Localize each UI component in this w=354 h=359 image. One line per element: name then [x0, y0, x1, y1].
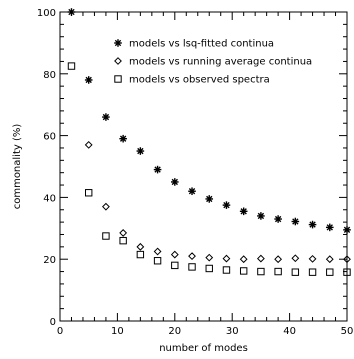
square-point [274, 267, 282, 276]
square-point [171, 261, 179, 270]
y-tick-label: 0 [50, 317, 56, 328]
square-point [257, 267, 265, 276]
diamond-point [239, 255, 248, 264]
y-tick-label: 20 [43, 255, 56, 266]
x-axis-label: number of modes [159, 343, 248, 354]
diamond-point [343, 255, 351, 264]
square-point [222, 266, 231, 274]
diamond-point [222, 254, 231, 263]
asterisk-point [84, 76, 93, 84]
x-tick-label: 40 [283, 326, 296, 337]
diamond-point [308, 254, 317, 263]
asterisk-point [102, 113, 110, 121]
asterisk-point [188, 187, 196, 196]
asterisk-point [67, 8, 76, 16]
diamond-point [102, 202, 110, 211]
square-point [239, 267, 248, 275]
series-diamond [84, 140, 351, 264]
plot-frame [59, 11, 348, 322]
x-tick-label: 50 [341, 326, 354, 337]
diamond-point [119, 229, 128, 237]
y-tick-label: 80 [43, 70, 56, 81]
y-axis-label: commonality (%) [12, 124, 23, 210]
diamond-point [84, 140, 93, 149]
asterisk-point [343, 226, 351, 234]
series-asterisk [67, 8, 351, 234]
x-tick-label: 20 [168, 326, 181, 337]
diamond-point [325, 255, 334, 264]
asterisk-point [119, 134, 127, 143]
square-point [308, 268, 317, 276]
diamond-point [136, 242, 145, 251]
legend-label: models vs running average continua [129, 57, 312, 68]
square-point [153, 257, 162, 265]
legend: models vs lsq-fitted continua models vs r… [114, 39, 312, 86]
asterisk-point [291, 217, 300, 226]
diamond-point [256, 254, 265, 263]
y-tick-label: 100 [37, 8, 56, 19]
x-tick-label: 0 [57, 326, 63, 337]
square-point [343, 268, 351, 276]
diamond-point [153, 247, 162, 256]
asterisk-point [239, 207, 248, 216]
diamond-point [274, 255, 283, 264]
legend-label: models vs lsq-fitted continua [129, 39, 274, 50]
asterisk-point [308, 220, 317, 229]
square-point [119, 236, 127, 245]
diamond-point [170, 250, 179, 259]
square-point [188, 263, 196, 271]
square-point [291, 268, 300, 276]
y-tick-label: 40 [43, 193, 56, 204]
diamond-point [205, 253, 214, 262]
square-point [67, 62, 76, 70]
legend-square-icon [114, 75, 122, 83]
y-tick-label: 60 [43, 132, 56, 143]
diamond-point [291, 254, 300, 263]
asterisk-point [274, 215, 282, 223]
legend-label: models vs observed spectra [129, 75, 270, 86]
series-square [67, 62, 351, 276]
asterisk-point [171, 178, 179, 186]
square-point [85, 189, 93, 197]
axes: 0 10 20 30 40 50 0 20 40 60 80 100 [37, 8, 353, 337]
data-marks [67, 8, 351, 276]
x-tick-label: 10 [111, 326, 124, 337]
legend-diamond-icon [114, 57, 122, 65]
square-point [136, 250, 145, 259]
asterisk-point [205, 195, 214, 203]
square-point [205, 264, 213, 273]
asterisk-point [222, 201, 231, 209]
x-tick-label: 30 [226, 326, 239, 337]
asterisk-point [257, 212, 265, 220]
diamond-point [188, 252, 196, 261]
asterisk-point [153, 165, 162, 174]
square-point [326, 268, 334, 276]
legend-asterisk-icon [114, 39, 122, 47]
square-point [102, 232, 110, 240]
asterisk-point [325, 223, 334, 232]
asterisk-point [136, 147, 145, 155]
